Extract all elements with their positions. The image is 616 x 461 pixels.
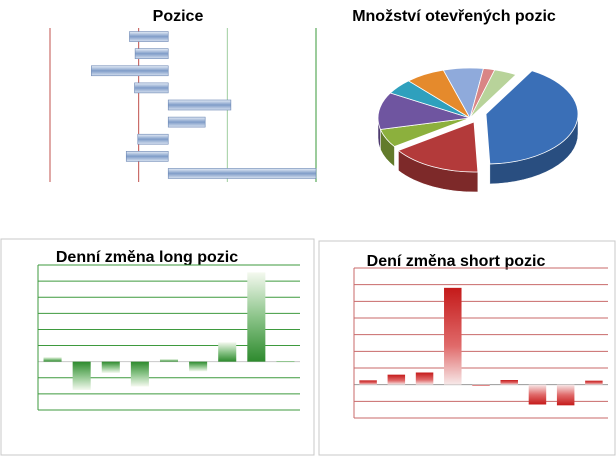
pie-slice	[377, 92, 471, 130]
pie-slice	[469, 69, 517, 119]
daily-short-chart: Dení změna short pozic	[318, 240, 616, 456]
chart-title: Množství otevřených pozic	[352, 8, 556, 25]
bar	[134, 48, 169, 59]
bar	[101, 361, 120, 373]
bar	[415, 372, 434, 385]
daily-long-chart: Denní změna long pozic	[0, 238, 315, 456]
bar	[137, 133, 169, 145]
bar	[43, 357, 62, 362]
bar	[556, 384, 575, 406]
bar	[218, 342, 237, 362]
bar	[247, 272, 266, 362]
bar	[72, 361, 91, 391]
bar	[444, 287, 462, 385]
daily-short-chart-panel: Dení změna short pozic	[318, 240, 616, 456]
bar	[387, 374, 406, 385]
bar	[359, 380, 377, 385]
bar	[167, 168, 317, 179]
bar	[167, 99, 232, 111]
bar	[129, 31, 169, 42]
positions-chart-panel: Pozice	[0, 0, 330, 232]
chart-title: Denní změna long pozic	[56, 249, 238, 266]
chart-frame	[318, 240, 616, 456]
bar	[585, 380, 603, 385]
pie-slice	[397, 121, 479, 173]
bar	[528, 384, 547, 405]
pie-slice	[485, 70, 579, 165]
bar	[472, 384, 490, 386]
bar	[167, 116, 206, 128]
bar	[159, 359, 179, 362]
chart-title: Pozice	[153, 8, 204, 25]
open-positions-pie-chart: Množství otevřených pozic	[352, 8, 579, 193]
bar	[91, 65, 169, 77]
bar	[276, 361, 295, 363]
chart-title: Dení změna short pozic	[367, 253, 546, 270]
bar	[125, 151, 169, 162]
bar	[130, 361, 149, 387]
bar	[134, 82, 169, 94]
chart-frame	[0, 238, 315, 456]
bar	[189, 361, 208, 372]
bar	[500, 380, 518, 385]
open-positions-pie-panel: Množství otevřených pozic	[330, 0, 616, 232]
daily-long-chart-panel: Denní změna long pozic	[0, 238, 316, 456]
positions-chart: Pozice	[49, 8, 317, 182]
